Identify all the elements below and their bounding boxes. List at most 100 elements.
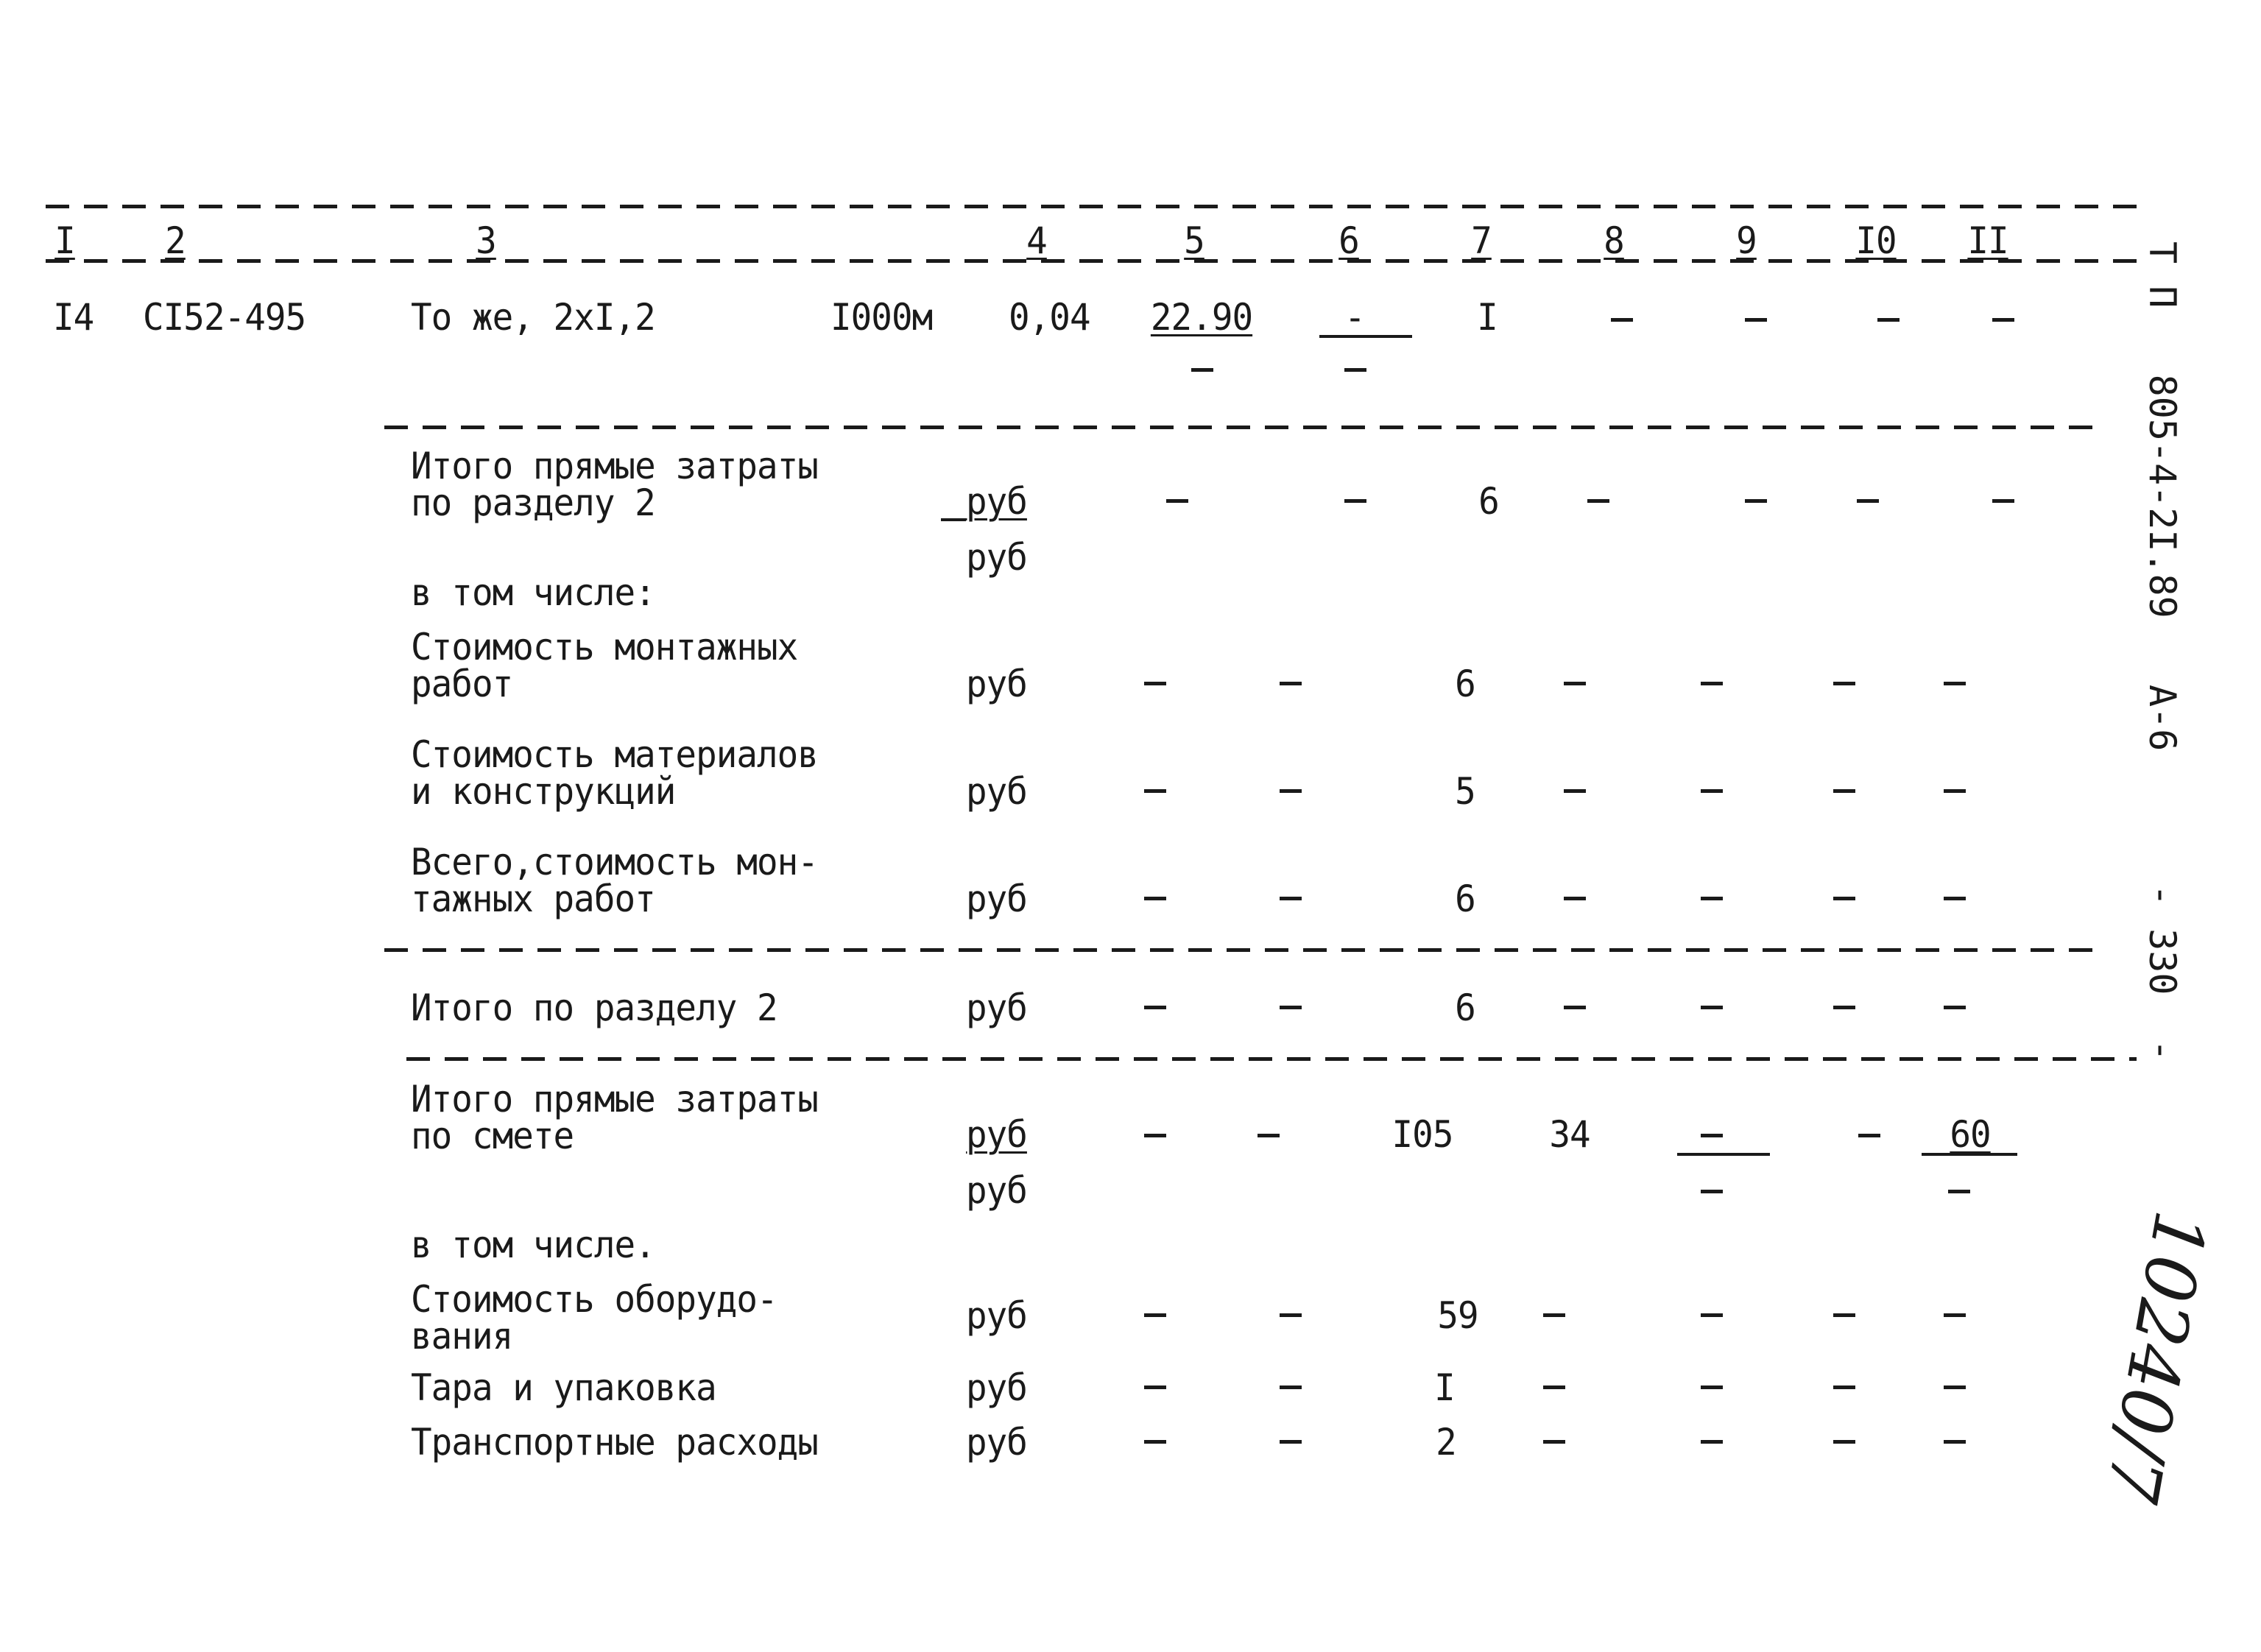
item-col10-dash [1877, 318, 1900, 322]
header-col-9: 9 [1736, 219, 1757, 262]
packaging-col10-dash [1833, 1386, 1855, 1389]
install-col6-dash [1280, 682, 1302, 685]
transport-col7: 2 [1436, 1421, 1457, 1464]
section-including-label: в том числе: [411, 571, 656, 614]
section-total-col10-dash [1833, 1006, 1855, 1009]
item-price-denominator-dash [1191, 368, 1213, 372]
section-direct-unit-2: руб [966, 536, 1028, 579]
item-quantity: 0,04 [1009, 296, 1091, 339]
estimate-direct-col11-fraction-line [1922, 1153, 2017, 1156]
section-start-rule [384, 426, 2107, 429]
materials-col11-dash [1944, 789, 1966, 793]
equipment-col8-dash [1543, 1313, 1565, 1317]
packaging-col6-dash [1280, 1386, 1302, 1389]
section-total-col6-dash [1280, 1006, 1302, 1009]
install-col10-dash [1833, 682, 1855, 685]
item-col6-fraction-line [1319, 335, 1412, 338]
total-install-col5-dash [1144, 897, 1166, 900]
item-number: I4 [53, 296, 94, 339]
header-col-1: I [54, 219, 76, 262]
transport-unit: руб [966, 1421, 1028, 1464]
estimate-direct-col5-dash [1144, 1134, 1166, 1137]
header-col-7: 7 [1471, 219, 1492, 262]
install-col7: 6 [1455, 663, 1476, 705]
top-dashed-rule [46, 205, 2137, 208]
total-install-col8-dash [1564, 897, 1586, 900]
estimate-start-rule [406, 1057, 2137, 1061]
item-price: 22.90 [1150, 296, 1253, 339]
install-col8-dash [1564, 682, 1586, 685]
item-col8-dash [1611, 318, 1633, 322]
equipment-col9-dash [1701, 1313, 1723, 1317]
estimate-direct-unit-2: руб [966, 1169, 1028, 1212]
transport-col5-dash [1144, 1440, 1166, 1444]
section-direct-title-1: Итого прямые затраты [411, 445, 819, 487]
estimate-direct-col9-denominator-dash [1701, 1190, 1723, 1193]
total-install-col9-dash [1701, 897, 1723, 900]
install-col5-dash [1144, 682, 1166, 685]
materials-col6-dash [1280, 789, 1302, 793]
section-direct-col11-dash [1992, 499, 2014, 503]
section-total-col7: 6 [1455, 986, 1476, 1029]
total-install-col10-dash [1833, 897, 1855, 900]
estimate-direct-title-1: Итого прямые затраты [411, 1078, 819, 1120]
item-col6-denominator-dash [1344, 368, 1366, 372]
transport-col6-dash [1280, 1440, 1302, 1444]
item-col6: - [1344, 296, 1366, 339]
transport-label: Транспортные расходы [411, 1421, 819, 1464]
section-direct-col6-dash [1344, 499, 1366, 503]
section-total-rule [384, 948, 2107, 952]
estimate-direct-col11-denominator-dash [1948, 1190, 1970, 1193]
equipment-col5-dash [1144, 1313, 1166, 1317]
materials-col9-dash [1701, 789, 1723, 793]
section-total-label: Итого по разделу 2 [411, 986, 778, 1029]
total-install-col7: 6 [1455, 878, 1476, 920]
install-title-2: работ [411, 663, 513, 705]
side-document-code: Т П 805-4-2I.89 А-6 - 330 - [2141, 241, 2184, 1062]
materials-col8-dash [1564, 789, 1586, 793]
header-col-5: 5 [1184, 219, 1205, 262]
materials-title-2: и конструкций [411, 770, 676, 813]
section-total-col9-dash [1701, 1006, 1723, 1009]
estimate-direct-col11: 60 [1950, 1113, 1991, 1156]
packaging-col11-dash [1944, 1386, 1966, 1389]
section-total-unit: руб [966, 986, 1028, 1029]
header-col-4: 4 [1026, 219, 1048, 262]
packaging-unit: руб [966, 1366, 1028, 1409]
section-direct-col10-dash [1857, 499, 1879, 503]
materials-col7: 5 [1455, 770, 1476, 813]
materials-col10-dash [1833, 789, 1855, 793]
total-install-title-1: Всего,стоимость мон- [411, 841, 819, 883]
packaging-col7: I [1434, 1366, 1456, 1409]
section-direct-unit-lead-line [941, 518, 966, 521]
transport-col10-dash [1833, 1440, 1855, 1444]
estimate-direct-col6-dash [1258, 1134, 1280, 1137]
item-unit: I000м [830, 296, 933, 339]
item-col7: I [1477, 296, 1498, 339]
packaging-label: Тара и упаковка [411, 1366, 717, 1409]
install-col11-dash [1944, 682, 1966, 685]
estimate-direct-col9-fraction-line [1677, 1153, 1770, 1156]
total-install-unit: руб [966, 878, 1028, 920]
estimate-direct-title-2: по смете [411, 1115, 574, 1157]
header-col-10: I0 [1855, 219, 1897, 262]
header-dashed-rule [46, 259, 2137, 263]
equipment-col10-dash [1833, 1313, 1855, 1317]
packaging-col8-dash [1543, 1386, 1565, 1389]
install-col9-dash [1701, 682, 1723, 685]
section-direct-col8-dash [1587, 499, 1609, 503]
equipment-unit: руб [966, 1294, 1028, 1337]
packaging-col5-dash [1144, 1386, 1166, 1389]
packaging-col9-dash [1701, 1386, 1723, 1389]
transport-col9-dash [1701, 1440, 1723, 1444]
section-total-col5-dash [1144, 1006, 1166, 1009]
item-name: То же, 2хI,2 [411, 296, 656, 339]
total-install-col11-dash [1944, 897, 1966, 900]
estimate-including-label: в том числе. [411, 1224, 656, 1266]
estimate-direct-unit: руб [966, 1113, 1028, 1156]
equipment-title-1: Стоимость оборудо- [411, 1278, 778, 1321]
equipment-col11-dash [1944, 1313, 1966, 1317]
equipment-col6-dash [1280, 1313, 1302, 1317]
transport-col11-dash [1944, 1440, 1966, 1444]
header-col-6: 6 [1338, 219, 1360, 262]
